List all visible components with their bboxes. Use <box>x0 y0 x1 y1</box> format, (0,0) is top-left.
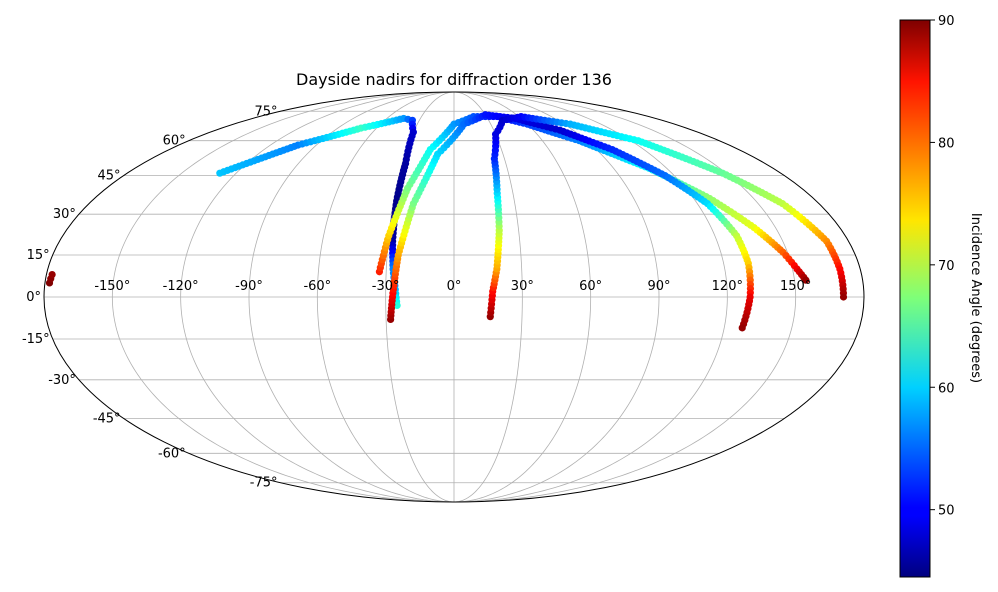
latitude-tick-label: 0° <box>26 290 41 305</box>
data-points <box>45 111 848 332</box>
colorbar-tick-label: 80 <box>938 136 955 151</box>
graticule <box>44 91 864 503</box>
colorbar-tick-label: 60 <box>938 381 955 396</box>
colorbar-tick-label: 70 <box>938 259 955 274</box>
latitude-tick-label: 45° <box>98 169 121 184</box>
longitude-tick-label: 30° <box>511 279 534 294</box>
latitude-tick-label: 60° <box>163 134 186 149</box>
latitude-tick-label: 15° <box>27 248 50 263</box>
nadir-point <box>393 301 401 310</box>
longitude-tick-labels: -150° -120° -90° -60° -30° 0° 30° 60° 90° 120° 150… <box>94 279 811 294</box>
longitude-tick-label: 150° <box>780 279 811 294</box>
longitude-tick-label: 0° <box>447 279 462 294</box>
longitude-tick-label: -60° <box>303 279 331 294</box>
nadir-point <box>48 270 56 279</box>
latitude-tick-label: -75° <box>250 476 278 491</box>
longitude-tick-label: 60° <box>579 279 602 294</box>
colorbar-tick-label: 90 <box>938 14 955 29</box>
latitude-tick-label: -60° <box>158 446 186 461</box>
colorbar-label: Incidence Angle (degrees) <box>968 213 983 383</box>
nadir-point <box>839 293 848 301</box>
chart-title: Dayside nadirs for diffraction order 136 <box>296 70 612 89</box>
longitude-tick-label: 120° <box>712 279 743 294</box>
nadir-point <box>802 276 810 284</box>
longitude-tick-label: -120° <box>163 279 199 294</box>
longitude-tick-label: -90° <box>235 279 263 294</box>
latitude-tick-label: -30° <box>48 373 76 388</box>
nadir-point <box>738 324 746 332</box>
longitude-tick-label: -30° <box>372 279 400 294</box>
latitude-tick-label: 75° <box>254 104 277 119</box>
colorbar-tick-label: 50 <box>938 504 955 519</box>
longitude-tick-label: -150° <box>94 279 130 294</box>
latitude-tick-label: -45° <box>93 411 121 426</box>
map-boundary <box>43 91 865 503</box>
colorbar-ticks: 50 60 70 80 90 <box>930 14 955 519</box>
latitude-tick-labels: 75° 60° 45° 30° 15° 0° -15° -30° -45° -60° -75° <box>22 104 278 490</box>
latitude-tick-label: -15° <box>22 332 50 347</box>
colorbar: 50 60 70 80 90 Incidence Angle (degrees) <box>899 14 983 578</box>
latitude-tick-label: 30° <box>53 207 76 222</box>
longitude-tick-label: 90° <box>647 279 670 294</box>
colorbar-gradient <box>899 19 931 578</box>
